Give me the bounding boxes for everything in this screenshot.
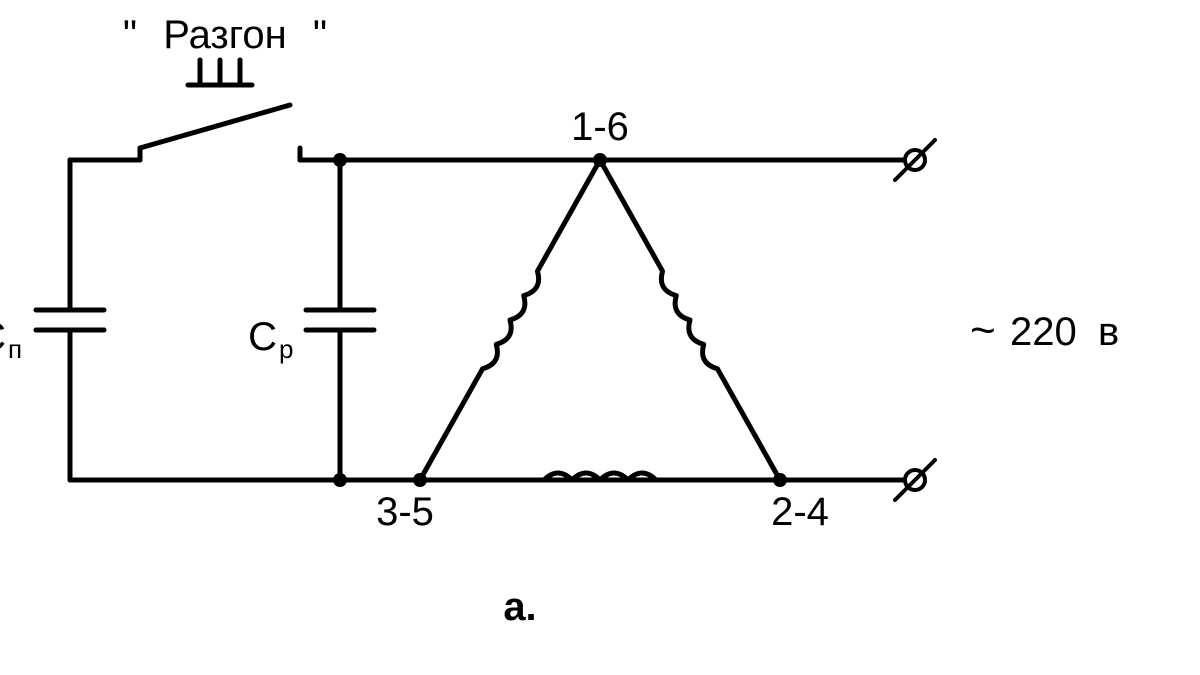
cap-cp-label: C: [0, 315, 6, 359]
node-3-5: 3-5: [376, 490, 434, 534]
voltage-tilde: ~: [970, 306, 996, 355]
quote-right: ": [313, 13, 327, 57]
cap-cr-label: C: [248, 315, 277, 359]
node-1-6: 1-6: [571, 105, 629, 149]
cap-cr-sub: р: [279, 334, 293, 364]
node-2-4: 2-4: [771, 490, 829, 534]
schematic-wire: [420, 473, 780, 480]
quote-left: ": [123, 13, 137, 57]
figure-caption: a.: [503, 585, 536, 629]
schematic-wire: [600, 160, 780, 480]
voltage-value: 220: [1010, 310, 1077, 354]
switch-label: Разгон: [163, 13, 287, 57]
cap-cp-sub: п: [8, 334, 22, 364]
voltage-unit: в: [1098, 310, 1119, 354]
schematic-wire: [420, 160, 600, 480]
schematic-wire: [140, 105, 290, 148]
